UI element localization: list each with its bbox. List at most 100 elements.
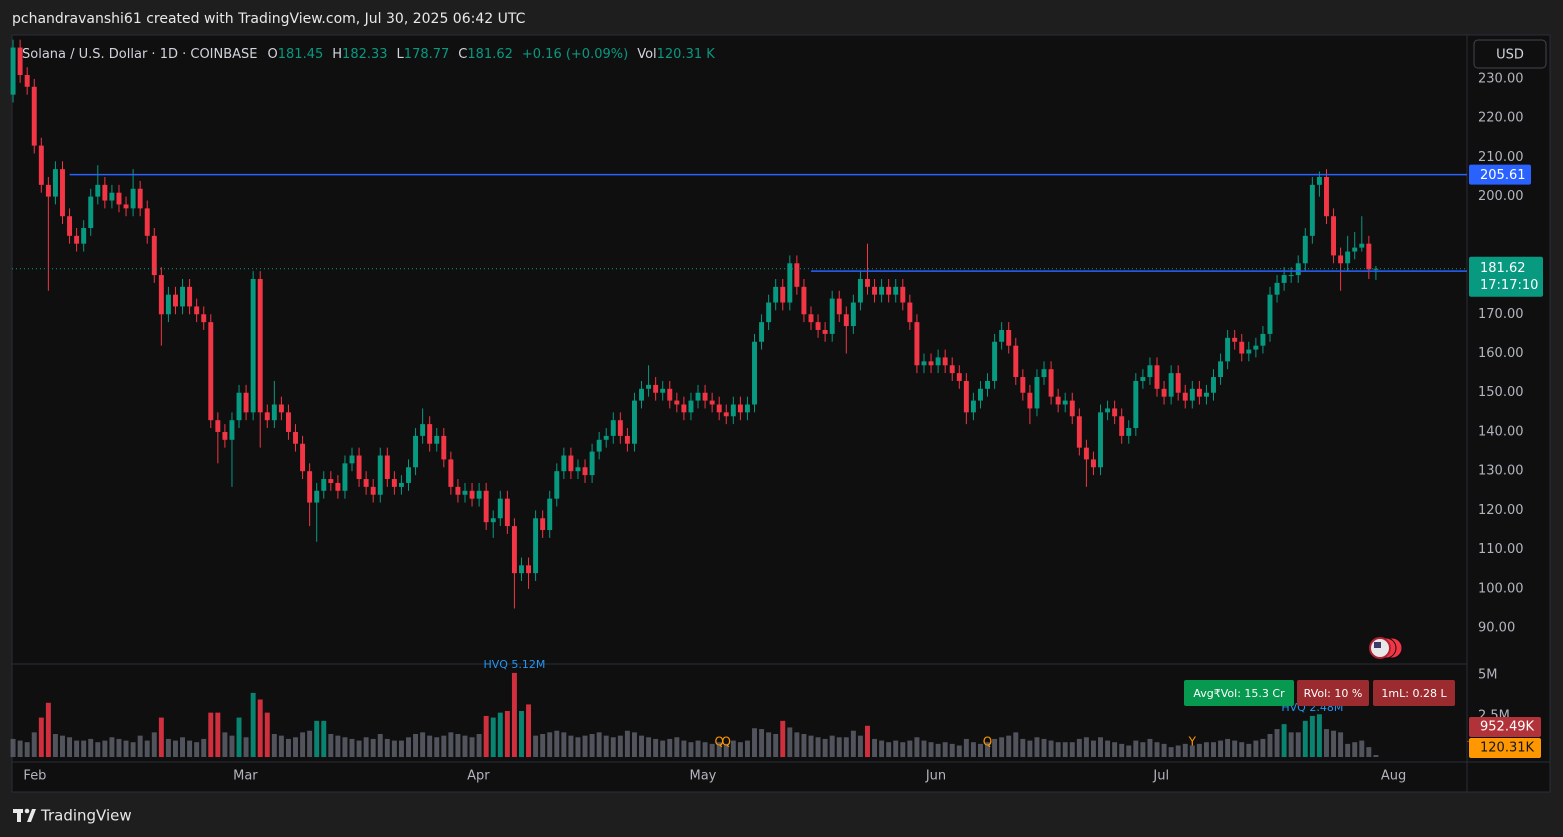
volume-bar	[575, 737, 581, 757]
candle-body	[963, 380, 969, 413]
header: pchandravanshi61 created with TradingVie…	[12, 11, 526, 27]
volume-bar	[1126, 745, 1132, 757]
volume-bar	[780, 720, 786, 757]
candle-body	[67, 216, 73, 236]
volume-bar	[1154, 742, 1160, 757]
volume-bar	[38, 717, 44, 757]
candle-body	[780, 286, 786, 303]
candle-body	[688, 400, 694, 413]
volume-bar	[74, 740, 80, 757]
candle-body	[328, 479, 334, 483]
volume-bar	[702, 742, 708, 757]
candle-body	[1203, 392, 1209, 397]
volume-bar	[582, 735, 588, 757]
volume-bar	[187, 740, 193, 757]
candle-body	[1352, 247, 1358, 252]
candle-body	[60, 169, 65, 217]
volume-bar	[31, 732, 37, 757]
candle-body	[977, 388, 983, 401]
volume-bar	[45, 702, 51, 757]
candle-body	[1274, 282, 1280, 295]
candle-body	[1288, 275, 1294, 277]
candle-body	[653, 384, 659, 393]
legend-value: 181.45	[278, 47, 324, 62]
volume-bar	[300, 732, 306, 757]
volume-bar	[970, 742, 976, 757]
volume-bar	[335, 735, 341, 757]
volume-bar	[1239, 742, 1245, 757]
volume-bar	[490, 717, 496, 757]
volume-bar	[243, 737, 249, 757]
candle-body	[667, 388, 673, 401]
candle-body	[52, 169, 58, 197]
candle-body	[1020, 377, 1026, 393]
candle-body	[702, 392, 708, 401]
y-tick-label: 100.00	[1478, 581, 1524, 596]
volume-bar	[1140, 742, 1146, 757]
volume-bar	[999, 737, 1005, 757]
candle-body	[1112, 408, 1118, 417]
candle-body	[914, 322, 920, 366]
volume-bar	[646, 737, 652, 757]
volume-bar	[1062, 742, 1068, 757]
volume-bar	[158, 717, 164, 757]
volume-bar	[1345, 743, 1351, 757]
footer-logo	[13, 808, 36, 822]
candle-body	[1239, 341, 1245, 354]
volume-bar	[808, 735, 814, 757]
volume-bar	[1175, 745, 1181, 757]
y-tick-label: 200.00	[1478, 189, 1524, 204]
volume-bar	[398, 740, 404, 757]
volume-bar	[194, 742, 200, 757]
y-tick-label: 230.00	[1478, 71, 1524, 86]
volume-bar	[872, 738, 878, 757]
candle-body	[1133, 380, 1139, 429]
x-tick-label: Jul	[1152, 769, 1169, 784]
candle-body	[1055, 396, 1061, 405]
volume-bar	[137, 735, 143, 757]
indicator-badge	[1373, 680, 1455, 706]
candle-body	[469, 490, 475, 499]
volume-bar	[561, 732, 567, 757]
volume-bar	[1041, 738, 1047, 757]
volume-bar	[1324, 729, 1329, 757]
candle-body	[1098, 412, 1103, 468]
volume-bar	[116, 738, 122, 757]
candle-body	[31, 86, 37, 146]
candle-body	[208, 322, 214, 421]
candle-body	[1218, 361, 1224, 378]
currency-button[interactable]	[1473, 39, 1547, 69]
legend: Solana / U.S. Dollar · 1D · COINBASE O181…	[22, 47, 715, 62]
volume-bar	[229, 735, 235, 757]
candle-body	[773, 286, 779, 303]
volume-annotation: Q	[983, 735, 992, 749]
candle-body	[285, 412, 291, 432]
candle-body	[187, 286, 193, 307]
volume-bar	[744, 740, 750, 757]
candle-body	[1211, 377, 1216, 393]
candle-body	[307, 471, 313, 503]
candle-body	[999, 329, 1005, 342]
volume-bar	[681, 740, 687, 757]
volume-bar	[653, 738, 659, 757]
candle-body	[752, 341, 757, 405]
volume-bar	[17, 740, 23, 757]
candle-body	[1027, 392, 1033, 409]
candle-body	[1105, 408, 1111, 413]
x-tick-label: Jun	[925, 769, 946, 784]
volume-bar	[1133, 740, 1139, 757]
candle-body	[455, 486, 461, 495]
candle-body	[250, 278, 256, 413]
volume-bar	[314, 720, 320, 757]
indicator-badge	[1184, 680, 1294, 706]
candle-body	[921, 361, 927, 366]
candle-body	[38, 145, 44, 185]
volume-bar	[10, 738, 16, 757]
volume-bar	[1048, 740, 1054, 757]
candle-body	[236, 392, 242, 421]
candle-body	[102, 184, 108, 201]
level-price-box	[1469, 164, 1531, 185]
candle-body	[370, 486, 376, 495]
candle-body	[850, 302, 856, 327]
